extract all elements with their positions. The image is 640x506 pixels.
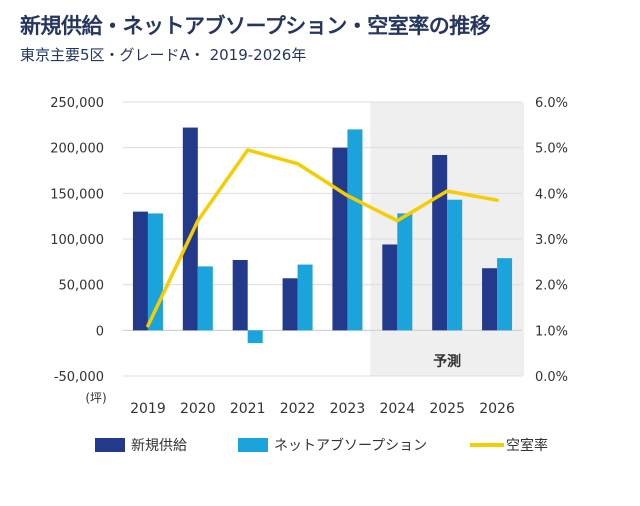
x-tick-label: 2023 xyxy=(330,401,366,417)
y-left-tick-label: 50,000 xyxy=(59,279,105,294)
x-tick-label: 2022 xyxy=(280,401,316,417)
y-left-tick-label: 150,000 xyxy=(50,187,104,202)
legend-vacancy-rate-label: 空室率 xyxy=(506,437,548,454)
bar-new-supply xyxy=(482,268,498,331)
y-right-tick-label: 6.0% xyxy=(535,96,568,111)
bar-net-absorption xyxy=(197,266,213,331)
bar-net-absorption xyxy=(497,258,513,331)
y-left-tick-label: 100,000 xyxy=(50,233,104,248)
y-right-tick-label: 0.0% xyxy=(535,370,568,385)
y-left-tick-label: 250,000 xyxy=(50,96,104,111)
y-left-tick-label: -50,000 xyxy=(54,370,104,385)
y-right-tick-label: 4.0% xyxy=(535,187,568,202)
bar-new-supply xyxy=(132,211,148,331)
bar-net-absorption xyxy=(347,129,363,331)
bar-new-supply xyxy=(182,127,198,331)
x-tick-label: 2024 xyxy=(379,401,415,417)
y-left-tick-label: 0 xyxy=(96,324,104,339)
chart-subtitle: 東京主要5区・グレードA・ 2019-2026年 xyxy=(20,46,307,64)
x-tick-label: 2025 xyxy=(429,401,465,417)
legend-new-supply-swatch xyxy=(95,438,125,452)
bar-net-absorption xyxy=(297,264,313,331)
legend-new-supply-label: 新規供給 xyxy=(131,438,187,454)
vacancy-rate-line xyxy=(146,148,499,328)
bar-net-absorption xyxy=(397,213,413,331)
y-right-tick-label: 5.0% xyxy=(535,142,568,157)
x-tick-label: 2019 xyxy=(130,401,166,417)
y-right-tick-label: 1.0% xyxy=(535,324,568,339)
chart-title: 新規供給・ネットアブソープション・空室率の推移 xyxy=(20,14,491,38)
forecast-label: 予測 xyxy=(433,353,461,370)
y-unit-label: (坪) xyxy=(85,391,106,405)
bar-new-supply xyxy=(332,147,348,331)
bar-net-absorption xyxy=(247,330,263,344)
y-right-tick-label: 2.0% xyxy=(535,279,568,294)
bar-new-supply xyxy=(232,260,248,331)
bar-new-supply xyxy=(382,244,398,331)
bar-new-supply xyxy=(432,154,448,331)
bar-new-supply xyxy=(282,278,298,331)
x-tick-label: 2021 xyxy=(230,401,266,417)
bar-net-absorption xyxy=(447,199,463,331)
x-tick-label: 2020 xyxy=(180,401,216,417)
y-right-tick-label: 3.0% xyxy=(535,233,568,248)
legend-net-absorption-swatch xyxy=(238,438,268,452)
y-left-tick-label: 200,000 xyxy=(50,142,104,157)
legend-net-absorption-label: ネットアブソープション xyxy=(274,437,427,454)
x-tick-label: 2026 xyxy=(479,401,515,417)
